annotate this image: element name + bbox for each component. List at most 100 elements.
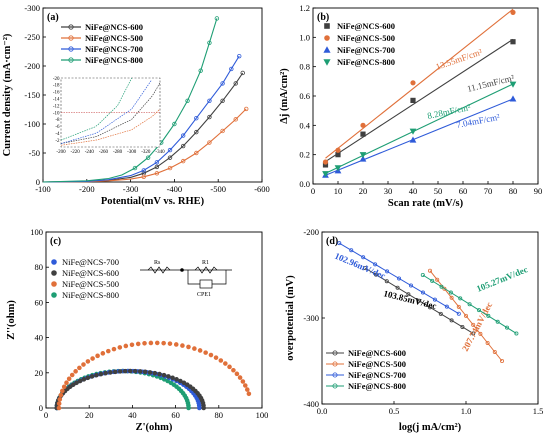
panel-d-data-point — [442, 286, 447, 291]
panel-c-data-point — [85, 359, 91, 364]
panel-b-legend-label: NiFe@NCS-800 — [337, 57, 395, 67]
panel-d-data-point — [476, 308, 481, 313]
panel-c-data-point — [74, 380, 79, 386]
panel-a-legend-marker — [68, 57, 74, 63]
panel-b-data-point — [409, 128, 417, 135]
panel-a-y-tick-label: -150 — [24, 90, 40, 100]
panel-c-data-point — [117, 369, 123, 374]
panel-a-inset-x-tick-label: -220 — [71, 150, 81, 155]
panel-d-y-tick-label: -200 — [303, 227, 319, 237]
panel-c-x-tick-label: 80 — [215, 410, 224, 420]
panel-d-x-axis-title: log(j mA/cm²) — [399, 422, 462, 433]
panel-a-x-tick-label: -100 — [35, 184, 51, 194]
panel-c-data-point — [77, 378, 83, 384]
panel-c-y-tick-label: 0 — [39, 403, 43, 413]
panel-a-y-tick-label: -250 — [24, 32, 40, 42]
panel-b-legend-label: NiFe@NCS-500 — [337, 33, 395, 43]
panel-a-series-line — [42, 18, 218, 183]
panel-c-data-point — [81, 377, 87, 382]
panel-c-data-point — [201, 405, 206, 411]
panel-a-data-point — [180, 158, 186, 164]
panel-a-legend-label: NiFe@NCS-700 — [85, 44, 143, 54]
panel-c-data-point — [154, 340, 160, 346]
panel-a-data-point — [185, 98, 190, 103]
panel-d-data-point — [406, 292, 411, 297]
panel-d-tafel-line — [364, 267, 474, 334]
panel-d-data-point — [438, 311, 443, 316]
panel-b-data-point — [335, 152, 341, 158]
panel-c-data-point — [57, 397, 63, 402]
panel-c-legend-label: NiFe@NCS-500 — [62, 279, 119, 289]
panel-c-data-point — [85, 375, 91, 381]
panel-a-data-point — [167, 165, 173, 171]
panel-d-data-point — [478, 331, 483, 336]
panel-d-slope-label: 103.85mV/dec — [383, 288, 438, 311]
panel-c-x-tick-label: 20 — [85, 410, 94, 420]
panel-d-data-point — [420, 290, 425, 295]
panel-a-data-point — [244, 106, 249, 112]
panel-c-data-point — [240, 379, 246, 384]
panel-a-y-tick-label: 0 — [36, 177, 40, 187]
panel-c-data-point — [161, 340, 166, 346]
panel-d-data-point — [456, 311, 461, 316]
panel-a-inset-x-tick-label: -260 — [99, 150, 109, 155]
panel-a-inset-y-tick-label: -14 — [53, 98, 60, 103]
panel-d-data-point — [427, 305, 432, 310]
panel-a-y-tick-label: -100 — [24, 119, 40, 129]
panel-d-data-point — [485, 340, 490, 345]
panel-c-legend-label: NiFe@NCS-600 — [62, 268, 119, 278]
panel-c-data-point — [173, 342, 179, 347]
panel-c-data-point — [94, 372, 99, 378]
panel-d-data-point — [432, 297, 437, 302]
panel-c-data-point — [122, 368, 128, 374]
panel-d-y-tick-label: -400 — [303, 399, 319, 409]
panel-a-inset-series-line — [60, 82, 161, 144]
panel-d-slope-label: 105.27mV/dec — [475, 264, 529, 294]
panel-b-legend-marker — [324, 23, 330, 29]
panel-a-inset-x-tick-label: -340 — [155, 150, 165, 155]
panel-c-data-point — [95, 353, 100, 359]
panel-c-legend-marker — [51, 292, 57, 298]
panel-d-tafel-line — [339, 242, 460, 315]
panel-b-slope-label: 13.55mF/cm² — [434, 47, 483, 72]
panel-b-data-point — [360, 131, 366, 137]
panel-c-y-tick-label: 80 — [35, 262, 44, 272]
panel-b-data-point — [322, 159, 329, 165]
panel-a: -100 -200 -300 -400 -500 -600 0 -50 -100 -150 -200… — [2, 3, 270, 207]
panel-c-data-point — [152, 370, 158, 376]
panel-b-x-tick-label: 70 — [484, 186, 493, 196]
panel-a-data-point — [132, 165, 138, 171]
panel-c-data-point — [180, 343, 185, 348]
panel-b-slope-label: 11.15mF/cm² — [466, 73, 515, 94]
panel-a-data-point — [220, 98, 225, 103]
panel-b-data-point — [510, 39, 516, 45]
panel-d-data-point — [397, 276, 402, 281]
panel-c-circuit-label-r1: R1 — [202, 260, 209, 266]
panel-b-fit-line — [325, 38, 514, 163]
panel-a-data-point — [180, 143, 186, 149]
panel-a-data-point — [207, 140, 212, 145]
panel-a-data-point — [167, 155, 173, 160]
panel-d-data-point — [373, 262, 378, 267]
panel-b-data-point — [510, 9, 516, 15]
panel-b-legend-label: NiFe@NCS-700 — [337, 45, 395, 55]
panel-b-legend-label: NiFe@NCS-600 — [337, 21, 395, 31]
panel-d-data-point — [444, 304, 449, 309]
panel-d-data-point — [514, 331, 519, 336]
panel-b-data-point — [410, 80, 416, 86]
panel-d-data-point — [449, 318, 454, 323]
panel-b-legend-marker — [323, 59, 331, 66]
panel-a-x-tick-label: -200 — [79, 184, 95, 194]
panel-c-x-axis-title: Z'(ohm) — [136, 422, 173, 433]
panel-c-data-point — [66, 376, 72, 382]
panel-c-data-point — [64, 380, 69, 386]
panel-b-legend-marker — [323, 46, 331, 53]
panel-d-x-tick-label: 0.5 — [389, 406, 400, 416]
panel-a-y-tick-label: -200 — [24, 61, 40, 71]
panel-a-data-point — [154, 164, 160, 170]
panel-c-legend-marker — [51, 281, 57, 287]
panel-c-data-point — [231, 367, 236, 373]
panel-d-legend-marker — [332, 361, 338, 367]
panel-c-data-point — [234, 371, 240, 377]
panel-c-data-point — [147, 370, 153, 375]
